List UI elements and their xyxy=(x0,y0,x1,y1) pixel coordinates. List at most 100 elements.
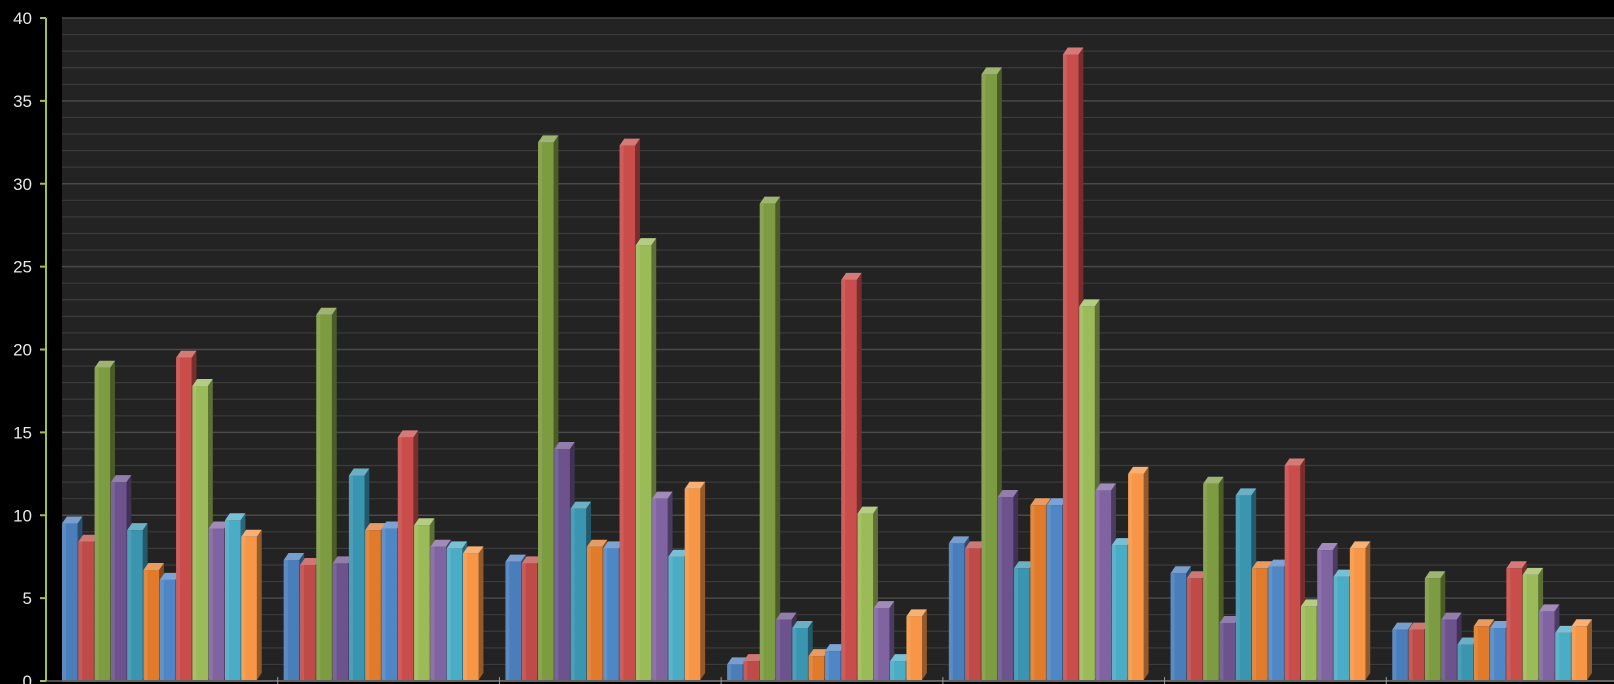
bar-top xyxy=(727,657,748,665)
bar-highlight xyxy=(1095,490,1100,680)
bar-top xyxy=(1203,476,1224,484)
bar-highlight xyxy=(192,385,197,680)
bar-top xyxy=(1392,622,1413,630)
bar-highlight xyxy=(1062,54,1067,680)
bar-highlight xyxy=(1424,578,1429,680)
bar-top xyxy=(348,468,370,476)
bar-highlight xyxy=(1284,465,1289,680)
bar-top xyxy=(808,649,830,657)
y-tick-label: 0 xyxy=(23,672,32,684)
bar-top xyxy=(1317,543,1338,551)
bar-highlight xyxy=(792,627,797,680)
bar-top xyxy=(1349,541,1371,549)
bar-top xyxy=(127,523,148,531)
bar-highlight xyxy=(841,279,846,680)
bar-top xyxy=(1457,637,1478,645)
bar-top xyxy=(1300,599,1322,607)
bar-top xyxy=(841,272,862,280)
bar xyxy=(1128,466,1149,680)
bar-top xyxy=(1571,619,1592,627)
y-tick-label: 30 xyxy=(13,175,32,194)
bar-highlight xyxy=(743,661,748,680)
bar-highlight xyxy=(906,616,911,680)
bar-highlight xyxy=(1522,574,1527,680)
bar-top xyxy=(521,556,543,564)
bar-highlight xyxy=(1170,573,1175,680)
bar-highlight xyxy=(1333,576,1338,680)
bar-highlight xyxy=(208,528,213,680)
bar-highlight xyxy=(1235,495,1240,680)
bar-top xyxy=(1555,625,1576,633)
bar xyxy=(684,481,706,680)
bar-top xyxy=(381,521,402,529)
bar-highlight xyxy=(1506,568,1511,680)
bar-top xyxy=(554,441,575,449)
bar-top xyxy=(1490,620,1511,628)
bar-top xyxy=(906,609,927,617)
bar-top xyxy=(1506,561,1527,569)
bar-highlight xyxy=(1473,626,1478,680)
bar xyxy=(241,529,262,680)
bar-highlight xyxy=(668,556,673,680)
bar-highlight xyxy=(824,651,829,680)
bar-highlight xyxy=(684,488,689,680)
bar-highlight xyxy=(283,560,288,680)
bar xyxy=(906,609,927,680)
bar-top xyxy=(1014,561,1035,569)
bar-side xyxy=(1365,541,1371,680)
bar-top xyxy=(857,506,878,514)
bar-highlight xyxy=(857,513,862,680)
bar-top xyxy=(619,138,640,146)
bar-top xyxy=(1046,498,1068,506)
bar-highlight xyxy=(965,548,970,680)
bar-top xyxy=(684,481,706,489)
bar-highlight xyxy=(554,448,559,680)
bar-highlight xyxy=(94,367,99,680)
bar-highlight xyxy=(759,203,764,680)
bar-top xyxy=(635,238,657,246)
bar-highlight xyxy=(159,579,164,680)
bar-highlight xyxy=(365,530,370,680)
bar-top xyxy=(668,549,689,557)
bar-highlight xyxy=(176,357,181,680)
bar-top xyxy=(652,491,673,499)
bar-highlight xyxy=(619,145,624,680)
bar-highlight xyxy=(397,437,402,680)
bar-top xyxy=(1538,604,1560,612)
bar-highlight xyxy=(1300,606,1305,680)
bar-top xyxy=(1062,47,1084,55)
bar-highlight xyxy=(1441,619,1446,680)
bar-highlight xyxy=(1317,550,1322,680)
y-tick-label: 20 xyxy=(13,341,32,360)
bar-highlight xyxy=(414,525,419,680)
y-tick-label: 15 xyxy=(13,423,32,442)
bar-top xyxy=(776,612,797,620)
bar-top xyxy=(1473,619,1495,627)
bar-top xyxy=(743,654,764,662)
bar-top xyxy=(603,541,624,549)
bar-highlight xyxy=(1203,483,1208,680)
bar-top xyxy=(143,562,164,570)
y-tick-label: 40 xyxy=(13,9,32,28)
bar xyxy=(463,546,484,680)
bar-top xyxy=(1424,571,1446,579)
bar-top xyxy=(792,620,813,628)
bar-side xyxy=(1587,619,1592,680)
bar-highlight xyxy=(873,608,878,680)
bar-highlight xyxy=(1128,473,1133,680)
bar-side xyxy=(922,609,927,680)
bar-top xyxy=(94,360,115,368)
bar-top xyxy=(1252,561,1273,569)
bar-highlight xyxy=(1268,566,1273,680)
bar-top xyxy=(110,475,132,483)
bar-top xyxy=(397,430,419,438)
bar-highlight xyxy=(1014,568,1019,680)
bar-top xyxy=(225,513,246,521)
bar-highlight xyxy=(586,546,591,680)
bar-top xyxy=(365,523,386,531)
bar-highlight xyxy=(1571,626,1576,680)
bar-highlight xyxy=(78,541,83,680)
bar-highlight xyxy=(603,548,608,680)
bar-highlight xyxy=(890,661,895,680)
